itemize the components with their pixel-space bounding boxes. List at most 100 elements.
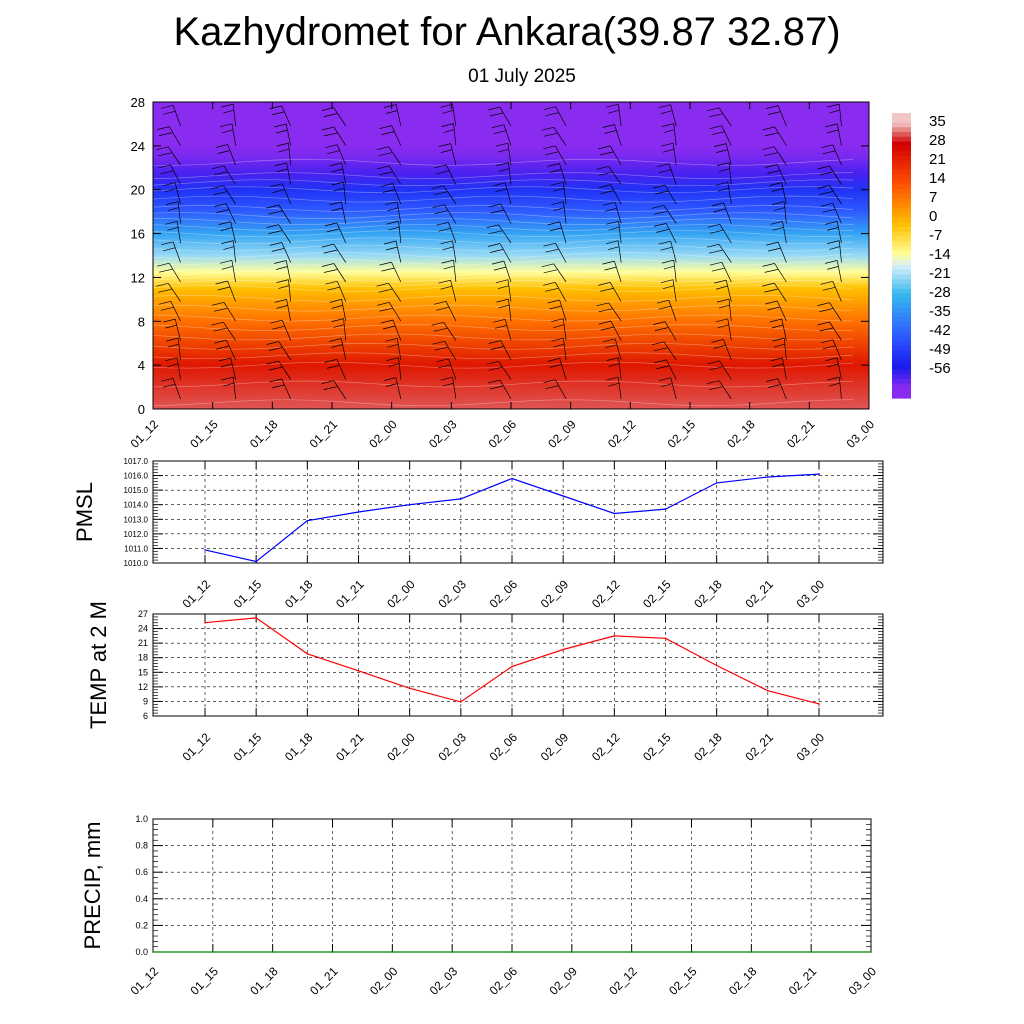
wind-barb-flag — [333, 324, 345, 328]
wind-barb-flag — [379, 125, 392, 129]
wind-barb-flag — [549, 305, 562, 310]
wind-barb-flag — [433, 327, 448, 332]
wind-barb-flag — [327, 286, 340, 291]
wind-barb-flag — [217, 150, 230, 154]
wind-barb-flag — [547, 221, 560, 226]
wind-barb-staff — [167, 146, 181, 166]
wind-barb — [656, 299, 677, 322]
wind-barb-flag — [386, 220, 399, 225]
wind-barb — [329, 162, 347, 185]
wind-barb-flag — [772, 226, 784, 231]
wind-barb-staff — [719, 360, 732, 380]
wind-barb-flag — [827, 103, 840, 108]
wind-barb-flag — [488, 366, 503, 371]
colorbar-swatch — [892, 236, 911, 242]
wind-barb-staff — [562, 318, 567, 341]
wind-barb-staff — [783, 338, 787, 361]
xtick-label: 01_12 — [180, 730, 214, 764]
wind-barb-staff — [832, 203, 842, 224]
wind-barb — [817, 165, 842, 185]
wind-barb-flag — [160, 306, 174, 311]
wind-barb — [658, 104, 677, 127]
wind-barb — [161, 104, 181, 127]
colorbar-swatch — [892, 293, 911, 299]
ytick-label: 21 — [138, 638, 148, 648]
wind-barb-flag — [220, 227, 233, 231]
colorbar-label: 14 — [929, 170, 946, 187]
wind-barb — [606, 220, 622, 244]
wind-barb-flag — [442, 382, 454, 387]
wind-barb-flag — [223, 109, 235, 114]
data-point — [511, 951, 513, 953]
wind-barb-flag — [768, 111, 781, 115]
colorbar-swatch — [892, 203, 911, 209]
wind-barb-staff — [448, 222, 457, 244]
wind-barb-staff — [176, 357, 181, 380]
wind-barb-staff — [223, 322, 236, 341]
wind-barb-flag — [553, 187, 565, 192]
wind-barb-flag — [433, 191, 448, 196]
wind-barb-staff — [618, 221, 622, 244]
wind-barb-flag — [654, 190, 669, 195]
wind-barb — [817, 185, 842, 205]
heatmap-contour — [152, 324, 854, 331]
wind-barb-flag — [553, 343, 565, 348]
wind-barb-flag — [652, 321, 666, 325]
wind-barb — [157, 262, 181, 283]
wind-barb-staff — [559, 299, 567, 322]
wind-barb-flag — [165, 188, 177, 193]
xtick-label: 01_18 — [282, 730, 316, 764]
wind-barb — [440, 376, 457, 400]
wind-barb-staff — [838, 377, 842, 400]
wind-barb-flag — [272, 189, 285, 194]
wind-barb-flag — [378, 288, 393, 293]
wind-barb — [221, 376, 236, 400]
wind-barb-staff — [499, 106, 512, 127]
wind-barb-flag — [387, 207, 399, 212]
wind-barb-flag — [490, 346, 504, 350]
wind-barb-staff — [609, 145, 622, 166]
wind-barb-flag — [276, 129, 288, 134]
wind-barb-staff — [176, 221, 181, 244]
wind-barb — [385, 337, 402, 361]
wind-barb-flag — [714, 279, 727, 284]
wind-barb — [656, 163, 677, 185]
wind-barb-staff — [718, 244, 732, 263]
wind-barb-flag — [608, 246, 620, 251]
wind-barb-flag — [324, 359, 337, 363]
wind-barb — [606, 103, 622, 127]
wind-barb-flag — [223, 246, 235, 250]
wind-barb — [163, 318, 181, 341]
wind-barb-staff — [443, 185, 457, 205]
wind-barb — [432, 204, 457, 224]
wind-barb-staff — [341, 299, 347, 322]
ytick-label: 1012.0 — [124, 530, 149, 539]
wind-barb-staff — [388, 165, 402, 185]
heatmap-contour — [152, 361, 854, 369]
wind-barb-flag — [218, 221, 231, 225]
xtick-label: 02_15 — [640, 730, 674, 764]
wind-barb-flag — [547, 163, 560, 167]
wind-barb-staff — [608, 302, 622, 322]
wind-barb-staff — [608, 166, 622, 185]
wind-barb-staff — [718, 107, 732, 127]
wind-barb-flag — [165, 324, 177, 329]
wind-barb-flag — [711, 131, 725, 136]
wind-barb-flag — [168, 207, 179, 211]
xtick-label: 02_12 — [589, 577, 623, 611]
wind-barb-staff — [670, 241, 677, 263]
heatmap-xtick-label: 01_18 — [247, 417, 281, 451]
wind-barb-flag — [213, 327, 227, 332]
wind-barb-flag — [543, 132, 558, 137]
wind-barb-staff — [508, 162, 512, 185]
wind-barb-flag — [660, 383, 673, 388]
wind-barb-flag — [713, 345, 726, 349]
wind-barb — [598, 282, 622, 302]
wind-barb-flag — [385, 246, 398, 251]
ytick-label: 1014.0 — [124, 501, 149, 510]
wind-barb-flag — [709, 366, 723, 371]
wind-barb-staff — [614, 202, 622, 224]
wind-barb-flag — [379, 261, 392, 266]
wind-barb-flag — [376, 282, 389, 287]
